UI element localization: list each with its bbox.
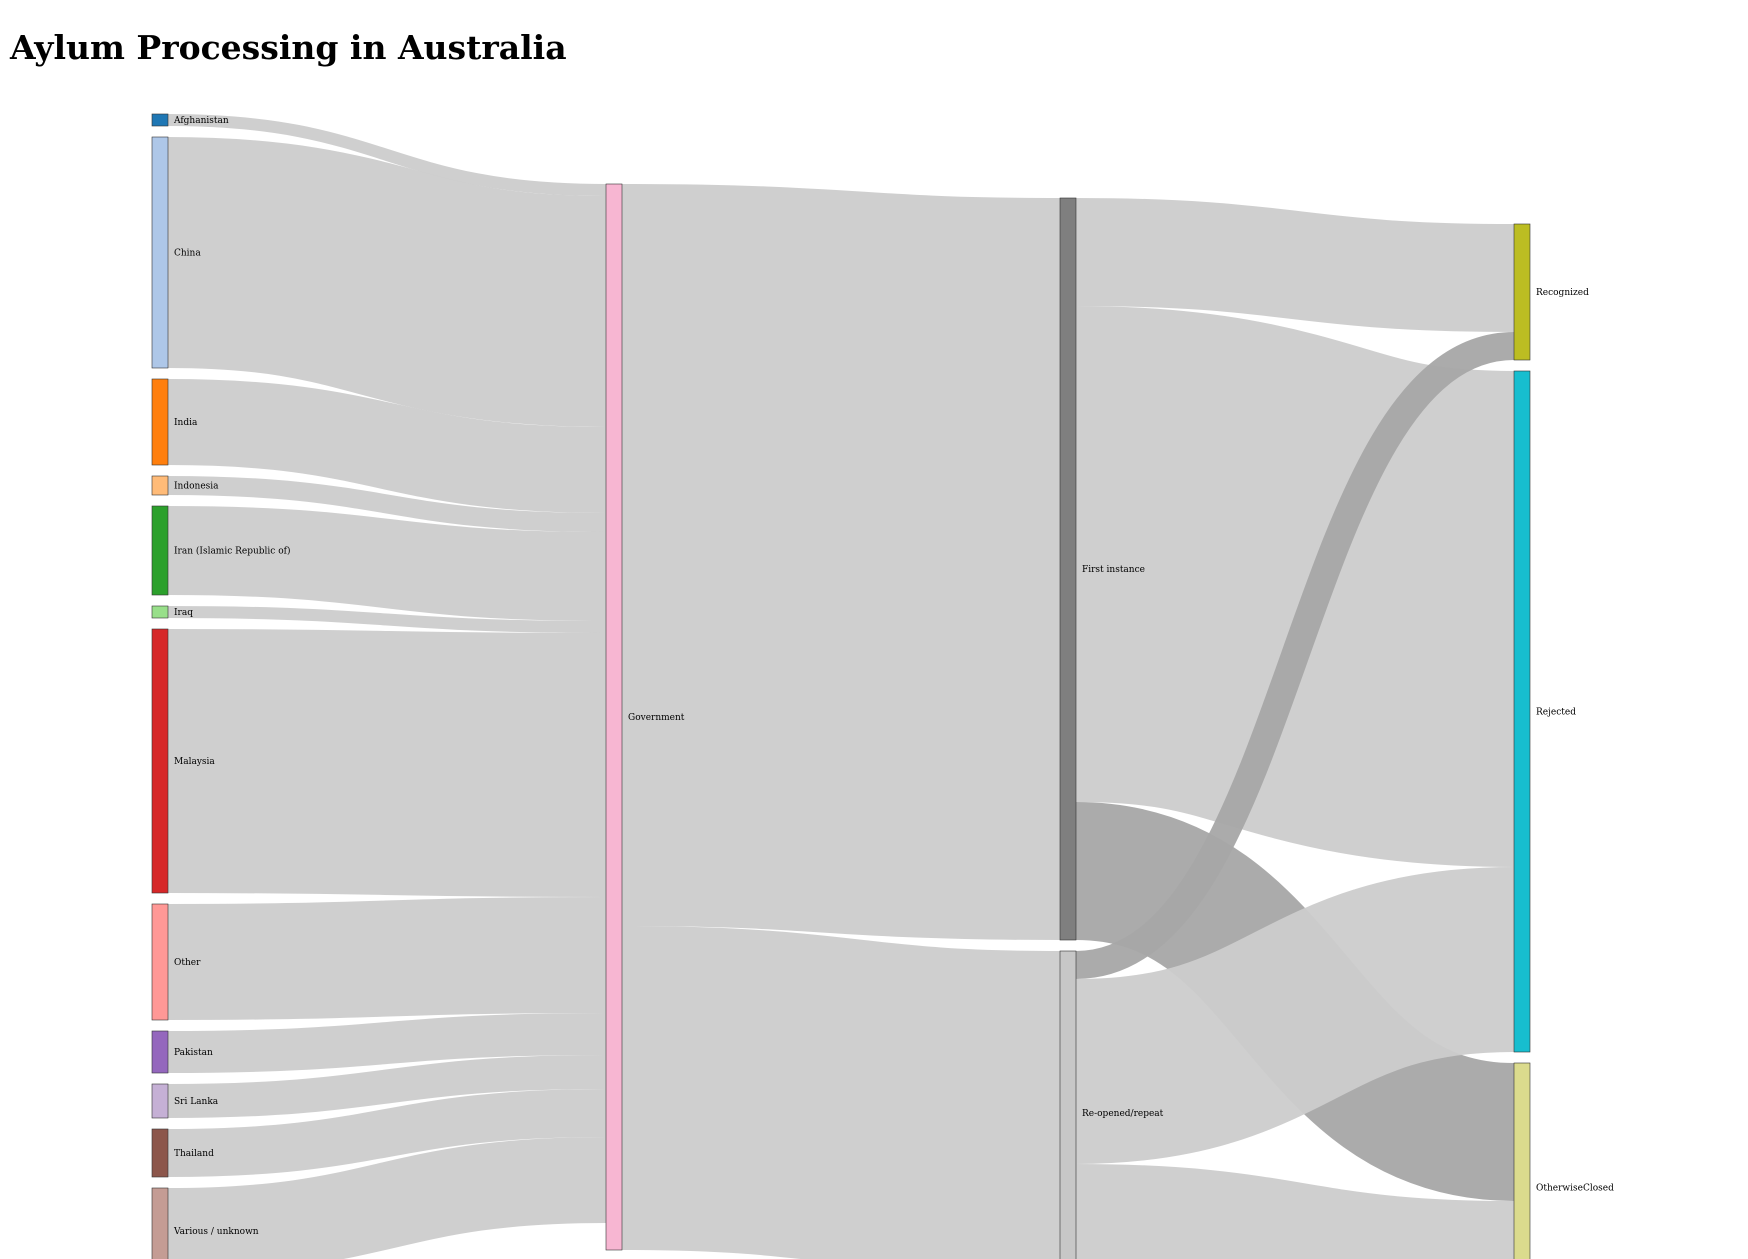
node-label-malaysia: Malaysia: [174, 757, 215, 767]
node-rejected: Rejected: [1513, 370, 1576, 1053]
node-malaysia: Malaysia: [151, 628, 215, 894]
node-label-thailand: Thailand: [174, 1149, 214, 1159]
node-india: India: [151, 378, 198, 466]
node-bar-recognized: [1513, 223, 1531, 361]
node-label-re-opened-repeat: Re-opened/repeat: [1082, 1109, 1164, 1119]
node-bar-iraq: [151, 605, 169, 619]
node-bar-various-unknown: [151, 1187, 169, 1259]
node-label-iraq: Iraq: [174, 608, 193, 618]
link-pakistan-to-government: [167, 1013, 607, 1073]
node-label-iran-islamic-republic-of: Iran (Islamic Republic of): [174, 546, 290, 557]
node-label-india: India: [174, 418, 198, 428]
node-bar-malaysia: [151, 628, 169, 894]
node-label-various-unknown: Various / unknown: [173, 1227, 259, 1237]
link-other-to-government: [167, 897, 607, 1020]
node-bar-sri-lanka: [151, 1083, 169, 1119]
node-china: China: [151, 136, 201, 369]
node-other: Other: [151, 903, 201, 1021]
nodes-layer: Afghanistan China India Indonesia Iran (Isla…: [151, 113, 1614, 1259]
node-iran-islamic-republic-of: Iran (Islamic Republic of): [151, 505, 290, 596]
node-bar-first-instance: [1059, 197, 1077, 941]
node-government: Government: [605, 183, 685, 1251]
link-government-to-first-instance: [621, 184, 1061, 940]
node-re-opened-repeat: Re-opened/repeat: [1059, 950, 1164, 1259]
node-thailand: Thailand: [151, 1128, 214, 1178]
link-afghanistan-to-government: [167, 114, 607, 196]
node-label-china: China: [174, 249, 201, 259]
node-label-pakistan: Pakistan: [174, 1048, 213, 1058]
node-bar-china: [151, 136, 169, 369]
node-pakistan: Pakistan: [151, 1030, 213, 1074]
node-label-afghanistan: Afghanistan: [173, 116, 229, 126]
link-indonesia-to-government: [167, 476, 607, 532]
node-bar-rejected: [1513, 370, 1531, 1053]
node-label-first-instance: First instance: [1082, 565, 1145, 575]
node-bar-afghanistan: [151, 113, 169, 127]
node-bar-other: [151, 903, 169, 1021]
node-bar-iran-islamic-republic-of: [151, 505, 169, 596]
node-label-indonesia: Indonesia: [174, 482, 219, 492]
link-first-instance-to-rejected: [1073, 306, 1517, 867]
link-government-to-re-opened-repeat: [621, 926, 1061, 1259]
node-bar-otherwiseclosed: [1513, 1062, 1531, 1259]
link-iran-islamic-republic-of-to-government: [167, 506, 607, 621]
node-bar-thailand: [151, 1128, 169, 1178]
link-india-to-government: [167, 379, 607, 513]
link-sri-lanka-to-government: [167, 1055, 607, 1118]
link-re-opened-repeat-to-recognized: [1075, 332, 1515, 979]
node-bar-re-opened-repeat: [1059, 950, 1077, 1259]
node-bar-india: [151, 378, 169, 466]
node-iraq: Iraq: [151, 605, 193, 619]
node-label-recognized: Recognized: [1536, 288, 1589, 298]
node-recognized: Recognized: [1513, 223, 1589, 361]
link-re-opened-repeat-to-rejected: [1074, 867, 1516, 1164]
node-label-otherwiseclosed: OtherwiseClosed: [1536, 1184, 1614, 1194]
link-various-unknown-to-government: [167, 1137, 607, 1259]
node-bar-government: [605, 183, 623, 1251]
node-bar-indonesia: [151, 475, 169, 496]
node-label-rejected: Rejected: [1536, 708, 1576, 718]
node-various-unknown: Various / unknown: [151, 1187, 259, 1259]
node-indonesia: Indonesia: [151, 475, 219, 496]
node-label-government: Government: [628, 713, 685, 723]
node-first-instance: First instance: [1059, 197, 1145, 941]
link-thailand-to-government: [167, 1089, 607, 1177]
link-first-instance-to-recognized: [1075, 198, 1515, 332]
link-china-to-government: [167, 137, 607, 427]
node-bar-pakistan: [151, 1030, 169, 1074]
chart-title: Aylum Processing in Australia: [10, 28, 567, 67]
link-re-opened-repeat-to-otherwiseclosed: [1075, 1164, 1515, 1259]
node-afghanistan: Afghanistan: [151, 113, 229, 127]
link-malaysia-to-government: [167, 629, 607, 897]
node-label-other: Other: [174, 958, 201, 968]
node-label-sri-lanka: Sri Lanka: [174, 1097, 219, 1107]
node-sri-lanka: Sri Lanka: [151, 1083, 219, 1119]
node-otherwiseclosed: OtherwiseClosed: [1513, 1062, 1614, 1259]
links-layer: [167, 114, 1517, 1259]
link-iraq-to-government: [167, 606, 607, 633]
